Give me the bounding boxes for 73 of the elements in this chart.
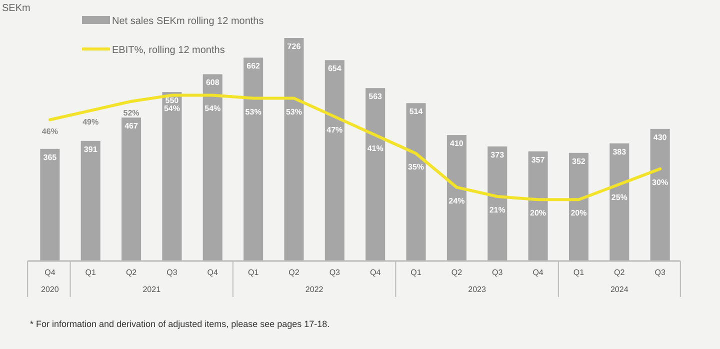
x-tick-label: Q2 [614, 268, 626, 277]
data-label: 608 [206, 78, 220, 88]
data-label: 430 [653, 132, 668, 142]
x-tick-label: Q2 [126, 268, 138, 277]
x-tick-label: Q1 [85, 268, 96, 277]
bar [324, 60, 344, 261]
x-tick-label: Q3 [492, 268, 504, 277]
text: 2021 [142, 285, 162, 294]
legend-label: EBIT%, rolling 12 months [112, 45, 225, 56]
x-tick-label: Q1 [248, 268, 260, 277]
data-label: 563 [368, 92, 383, 102]
bar [568, 152, 588, 261]
x-tick-label: Q4 [207, 268, 219, 277]
data-label: 25% [611, 193, 628, 202]
data-label: 550 [165, 96, 180, 106]
data-label: 662 [246, 62, 261, 71]
data-label: 53% [286, 107, 302, 116]
data-label: 357 [531, 155, 546, 164]
x-tick-label: Q1 [573, 268, 585, 277]
bar [284, 38, 304, 261]
x-tick-label: Q4 [44, 268, 56, 277]
data-label: 21% [489, 206, 506, 215]
data-label: 54% [164, 104, 180, 114]
bar [202, 74, 222, 261]
bar [162, 92, 182, 261]
data-label: 30% [652, 178, 668, 187]
data-label: 54% [204, 104, 221, 114]
data-label: 49% [82, 118, 99, 127]
x-tick-label: Q3 [166, 268, 178, 277]
text: 2022 [305, 285, 324, 294]
bar [528, 151, 548, 261]
x-tick-label: Q1 [410, 268, 422, 277]
data-label: 24% [448, 196, 465, 206]
x-tick-label: Q4 [532, 268, 544, 277]
x-tick-label: Q2 [288, 268, 300, 277]
data-label: 20% [530, 208, 546, 218]
x-tick-label: Q2 [451, 268, 463, 277]
y-axis-title: SEKm [2, 3, 30, 14]
data-label: 391 [84, 144, 98, 154]
data-label: 52% [123, 108, 140, 118]
data-label: 726 [287, 42, 302, 51]
data-label: 383 [612, 147, 627, 156]
bar [366, 88, 386, 261]
bar [610, 143, 630, 261]
bar [650, 128, 670, 261]
data-label: 47% [326, 126, 343, 135]
x-tick-label: Q4 [370, 268, 382, 277]
bar [488, 146, 508, 261]
data-label: 352 [572, 156, 586, 166]
legend-label: Net sales SEKm rolling 12 months [112, 16, 264, 27]
text: 2024 [610, 285, 629, 294]
data-label: 654 [328, 64, 342, 74]
data-label: 53% [245, 107, 262, 116]
bar [446, 135, 466, 261]
data-label: 467 [124, 122, 138, 131]
data-label: 514 [409, 107, 424, 116]
text: * For information and derivation of adjusted items, please see pages 17-18. [30, 319, 330, 329]
bar [80, 140, 100, 261]
data-label: 46% [42, 126, 58, 136]
data-label: 35% [408, 162, 424, 172]
data-label: 373 [490, 150, 505, 160]
bar [122, 118, 142, 261]
text: 2020 [41, 285, 60, 294]
text: 2023 [468, 285, 486, 294]
x-tick-label: Q3 [329, 268, 341, 277]
bar [40, 148, 60, 261]
bar [244, 58, 264, 261]
data-label: 410 [450, 139, 464, 148]
bar [406, 103, 426, 261]
data-label: 20% [570, 208, 587, 218]
x-tick-label: Q3 [654, 268, 666, 277]
data-label: 41% [367, 144, 384, 154]
data-label: 365 [43, 152, 58, 162]
